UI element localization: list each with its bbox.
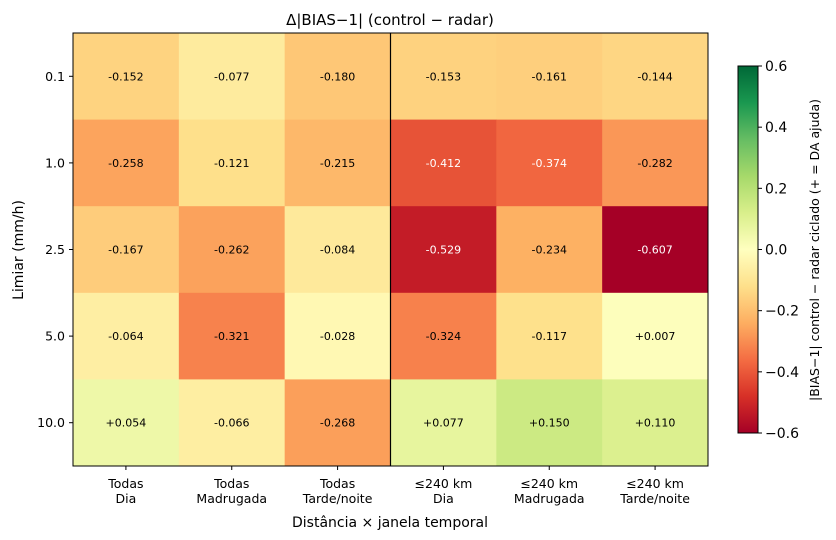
y-tick-label: 2.5 (45, 242, 65, 257)
heatmap-cell (73, 119, 180, 207)
colorbar-tick-label: −0.2 (765, 304, 799, 320)
heatmap-cell (390, 379, 497, 467)
colorbar-tick-label: 0.6 (765, 59, 787, 75)
cell-value-label: -0.121 (214, 157, 249, 170)
x-axis-label: Distância × janela temporal (292, 515, 488, 531)
cell-value-label: -0.064 (108, 330, 143, 343)
heatmap-cell (496, 379, 603, 467)
heatmap-cell (178, 119, 286, 207)
cell-value-label: -0.161 (532, 70, 567, 83)
cell-value-label: -0.215 (320, 157, 355, 170)
cell-value-label: -0.180 (320, 70, 355, 83)
x-tick-label: ≤240 km Tarde/noite (619, 476, 690, 506)
y-axis-label: Limiar (mm/h) (11, 200, 27, 300)
colorbar-label: |BIAS−1| control − radar ciclado (+ = DA… (807, 99, 822, 401)
x-tick-label: Todas Dia (107, 476, 143, 506)
cell-value-label: -0.144 (637, 70, 672, 83)
cell-value-label: +0.077 (423, 417, 464, 430)
cell-value-label: -0.077 (214, 70, 249, 83)
cell-value-label: -0.153 (426, 70, 461, 83)
heatmap-cell (284, 379, 391, 467)
cell-value-label: -0.262 (214, 244, 249, 257)
heatmap-cell (390, 33, 497, 121)
heatmap-cell (178, 379, 286, 467)
heatmap-cell (496, 292, 603, 380)
cell-value-label: -0.167 (108, 244, 143, 257)
y-tick-label: 10.0 (37, 415, 65, 430)
colorbar-tick-label: −0.4 (765, 365, 799, 381)
heatmap-cell (602, 292, 709, 380)
cell-value-label: -0.028 (320, 330, 355, 343)
heatmap-cell (496, 206, 603, 294)
heatmap-cell (73, 292, 180, 380)
cell-value-label: -0.282 (637, 157, 672, 170)
heatmap-cell (496, 33, 603, 121)
y-tick-label: 5.0 (45, 329, 65, 344)
cell-value-label: -0.324 (426, 330, 461, 343)
cell-value-label: +0.150 (529, 417, 570, 430)
y-tick-label: 0.1 (45, 69, 65, 84)
heatmap-cell (284, 119, 391, 207)
x-tick-label: ≤240 km Madrugada (514, 476, 585, 506)
cell-value-label: -0.529 (426, 244, 461, 257)
cell-value-label: -0.258 (108, 157, 143, 170)
cell-value-label: +0.110 (635, 417, 676, 430)
heatmap-cell (284, 292, 391, 380)
heatmap-cell (73, 33, 180, 121)
x-tick-label: Todas Madrugada (196, 476, 267, 506)
heatmap-cell (73, 379, 180, 467)
cell-value-label: -0.374 (532, 157, 567, 170)
cell-value-label: -0.152 (108, 70, 143, 83)
heatmap-cell (602, 206, 709, 294)
x-tick-label: ≤240 km Dia (415, 476, 473, 506)
cell-value-label: -0.321 (214, 330, 249, 343)
cell-value-label: +0.007 (635, 330, 676, 343)
colorbar-tick-label: 0.2 (765, 181, 787, 197)
heatmap-cell (73, 206, 180, 294)
heatmap-cell (390, 206, 497, 294)
heatmap-cell (390, 292, 497, 380)
chart-title: Δ|BIAS−1| (control − radar) (286, 11, 494, 29)
heatmap-cell (284, 33, 391, 121)
heatmap-cell (602, 33, 709, 121)
heatmap-cell (284, 206, 391, 294)
cell-value-label: -0.117 (532, 330, 567, 343)
heatmap-cell (178, 33, 286, 121)
cell-value-label: -0.607 (637, 244, 672, 257)
heatmap-cell (178, 206, 286, 294)
y-tick-label: 1.0 (45, 155, 65, 170)
cell-value-label: -0.084 (320, 244, 355, 257)
x-tick-label: Todas Tarde/noite (302, 476, 373, 506)
colorbar-tick-label: −0.6 (765, 426, 799, 442)
heatmap-cell (496, 119, 603, 207)
heatmap-cell (602, 119, 709, 207)
heatmap-cell (178, 292, 286, 380)
cell-value-label: -0.268 (320, 417, 355, 430)
colorbar (737, 65, 759, 434)
cell-value-label: -0.234 (532, 244, 567, 257)
colorbar-tick-label: 0.4 (765, 120, 787, 136)
cell-value-label: -0.066 (214, 417, 249, 430)
colorbar-tick-label: 0.0 (765, 243, 787, 259)
cell-value-label: -0.412 (426, 157, 461, 170)
heatmap-cell (390, 119, 497, 207)
cell-value-label: +0.054 (106, 417, 147, 430)
heatmap-cell (602, 379, 709, 467)
